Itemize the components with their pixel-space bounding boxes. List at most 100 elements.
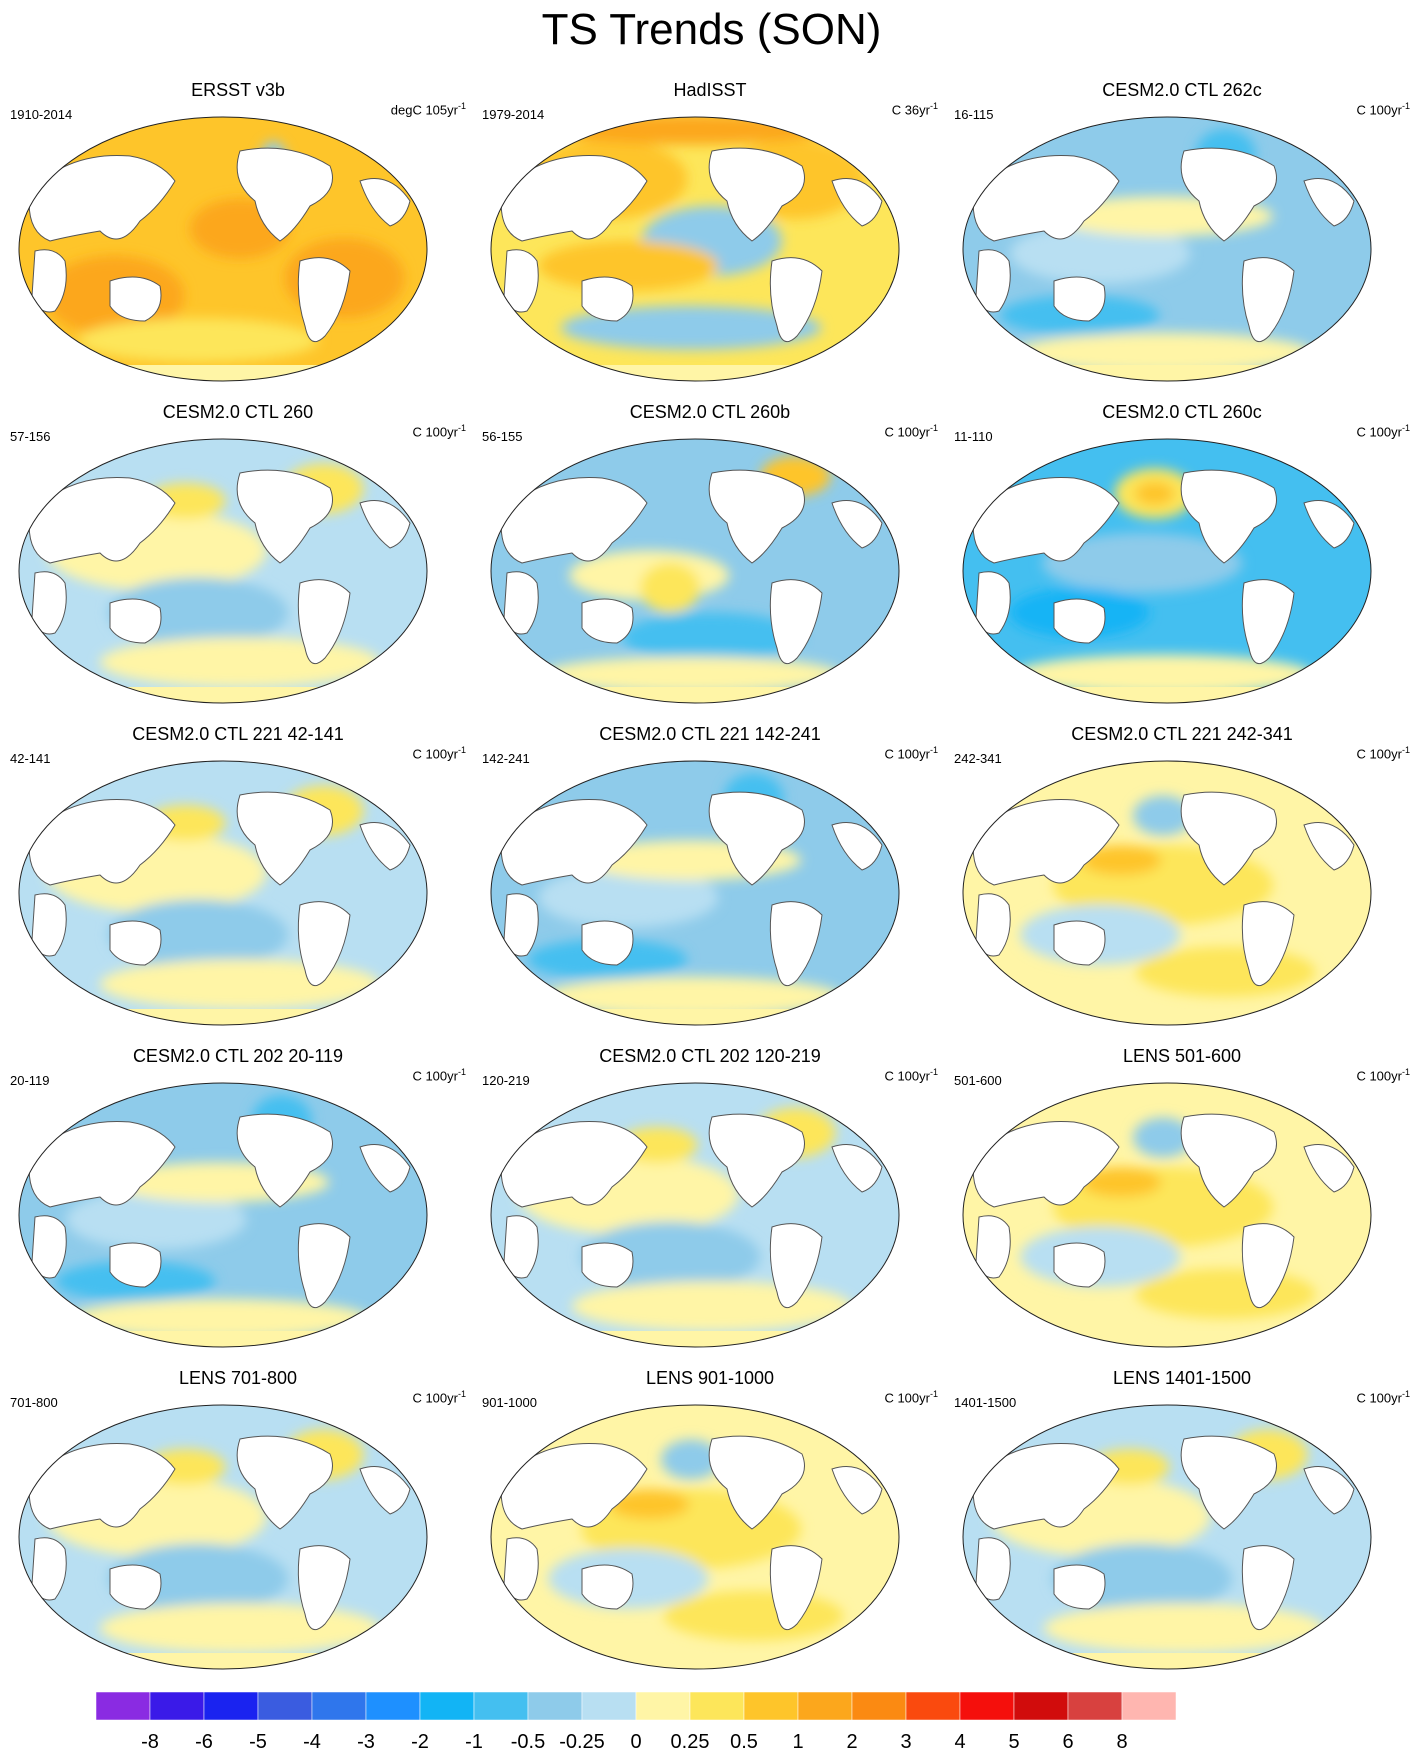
landmass bbox=[769, 579, 823, 665]
southern-ocean-band bbox=[491, 687, 899, 703]
colorbar-tick-label: -4 bbox=[303, 1731, 321, 1753]
panel-title: CESM2.0 CTL 260 bbox=[162, 402, 314, 422]
southern-ocean-band bbox=[963, 1009, 1371, 1025]
landmass bbox=[972, 798, 1120, 886]
colorbar-swatch bbox=[635, 1691, 691, 1721]
landmass bbox=[297, 579, 351, 665]
map-field bbox=[963, 439, 1371, 703]
panel-unit: C 36yr-1 bbox=[891, 101, 938, 118]
colorbar-tick-label: 1 bbox=[792, 1731, 803, 1753]
trend-anomaly-region bbox=[1013, 332, 1313, 373]
colorbar-swatch bbox=[311, 1691, 367, 1721]
panel-period: 1910-2014 bbox=[10, 107, 73, 122]
landmass bbox=[1303, 1466, 1355, 1515]
panel-unit: C 100yr-1 bbox=[412, 745, 466, 762]
landmass bbox=[769, 901, 823, 987]
landmass bbox=[1241, 901, 1295, 987]
landmass bbox=[1303, 1144, 1355, 1193]
landmass bbox=[831, 822, 883, 871]
map-field bbox=[963, 761, 1371, 1025]
map-plot bbox=[962, 1082, 1372, 1348]
colorbar-tick-label: 0.25 bbox=[671, 1731, 710, 1753]
map-border bbox=[490, 438, 900, 704]
map-border bbox=[962, 760, 1372, 1026]
trend-anomaly-region bbox=[640, 562, 701, 613]
landmass bbox=[359, 1466, 411, 1515]
trend-anomaly-region bbox=[609, 1489, 690, 1520]
landmass bbox=[1180, 791, 1277, 886]
landmass bbox=[1053, 276, 1106, 322]
panel-title: CESM2.0 CTL 221 242-341 bbox=[1071, 724, 1293, 744]
panel-title: LENS 501-600 bbox=[1122, 1046, 1242, 1066]
trend-anomaly-region bbox=[1133, 795, 1193, 836]
landmass bbox=[831, 1466, 883, 1515]
map-plot bbox=[962, 760, 1372, 1026]
landmass bbox=[236, 147, 333, 242]
landmass bbox=[28, 798, 176, 886]
map-panel: CESM2.0 CTL 221 42-141 42-141 C 100yr-1 bbox=[2, 719, 474, 1039]
map-field bbox=[19, 439, 427, 703]
map-panel: LENS 501-600 501-600 C 100yr-1 bbox=[946, 1041, 1418, 1361]
landmass bbox=[581, 920, 634, 966]
landmass bbox=[28, 476, 176, 564]
colorbar-swatch bbox=[1067, 1691, 1123, 1721]
map-field bbox=[491, 439, 899, 703]
map-field bbox=[19, 761, 427, 1025]
landmass bbox=[28, 154, 176, 242]
trend-anomaly-region bbox=[78, 318, 319, 363]
landmass bbox=[359, 822, 411, 871]
map-field bbox=[19, 1083, 427, 1347]
landmass bbox=[972, 1442, 1120, 1530]
panel-unit: C 100yr-1 bbox=[1356, 423, 1410, 440]
panel-period: 16-115 bbox=[954, 107, 994, 122]
panel-unit: C 100yr-1 bbox=[412, 423, 466, 440]
southern-ocean-band bbox=[19, 687, 427, 703]
landmass bbox=[109, 920, 162, 966]
colorbar-swatch bbox=[257, 1691, 313, 1721]
panel-title: CESM2.0 CTL 262c bbox=[1102, 80, 1262, 100]
panel-period: 1401-1500 bbox=[954, 1395, 1017, 1410]
panel-period: 42-141 bbox=[10, 751, 51, 766]
landmass bbox=[500, 1442, 648, 1530]
landmass bbox=[109, 1242, 162, 1288]
trend-anomaly-region bbox=[1135, 946, 1316, 997]
map-plot bbox=[18, 438, 428, 704]
map-border bbox=[18, 438, 428, 704]
colorbar-tick-label: -3 bbox=[357, 1731, 375, 1753]
colorbar-tick-label: 4 bbox=[954, 1731, 965, 1753]
landmass bbox=[1303, 500, 1355, 549]
map-panel: LENS 1401-1500 1401-1500 C 100yr-1 bbox=[946, 1363, 1418, 1683]
panel-period: 1979-2014 bbox=[482, 107, 545, 122]
southern-ocean-band bbox=[491, 1009, 899, 1025]
colorbar-swatch bbox=[527, 1691, 583, 1721]
map-panel: CESM2.0 CTL 221 142-241 142-241 C 100yr-1 bbox=[474, 719, 946, 1039]
landmass bbox=[297, 1545, 351, 1631]
colorbar-tick-label: 0.5 bbox=[730, 1731, 758, 1753]
landmass bbox=[109, 276, 162, 322]
trend-anomaly-region bbox=[541, 656, 841, 693]
panel-period: 701-800 bbox=[10, 1395, 58, 1410]
map-border bbox=[18, 760, 428, 1026]
map-field bbox=[19, 117, 427, 381]
colorbar-tick-label: 5 bbox=[1008, 1731, 1019, 1753]
southern-ocean-band bbox=[491, 1331, 899, 1347]
landmass bbox=[500, 1120, 648, 1208]
trend-anomaly-region bbox=[551, 117, 831, 145]
map-plot bbox=[962, 116, 1372, 382]
landmass bbox=[236, 791, 333, 886]
map-plot bbox=[18, 1404, 428, 1670]
trend-anomaly-region bbox=[661, 1439, 721, 1480]
landmass bbox=[500, 798, 648, 886]
colorbar-tick-label: -1 bbox=[465, 1731, 483, 1753]
map-panel: HadISST 1979-2014 C 36yr-1 bbox=[474, 75, 946, 395]
colorbar-tick-label: -5 bbox=[249, 1731, 267, 1753]
trend-anomaly-region bbox=[1081, 1167, 1162, 1198]
panel-unit: C 100yr-1 bbox=[1356, 1067, 1410, 1084]
map-plot bbox=[962, 438, 1372, 704]
panel-period: 56-155 bbox=[482, 429, 523, 444]
colorbar-tick-label: 3 bbox=[900, 1731, 911, 1753]
colorbar-tick-label: 6 bbox=[1062, 1731, 1073, 1753]
colorbar: -8 -6 -5 -4 -3 -2 -1 -0.5 -0.25 0 0.25 0.5 1 2 3 4 5 6 8 bbox=[95, 1691, 1177, 1753]
map-panel: CESM2.0 CTL 260 57-156 C 100yr-1 bbox=[2, 397, 474, 717]
panel-title: ERSST v3b bbox=[191, 80, 285, 100]
